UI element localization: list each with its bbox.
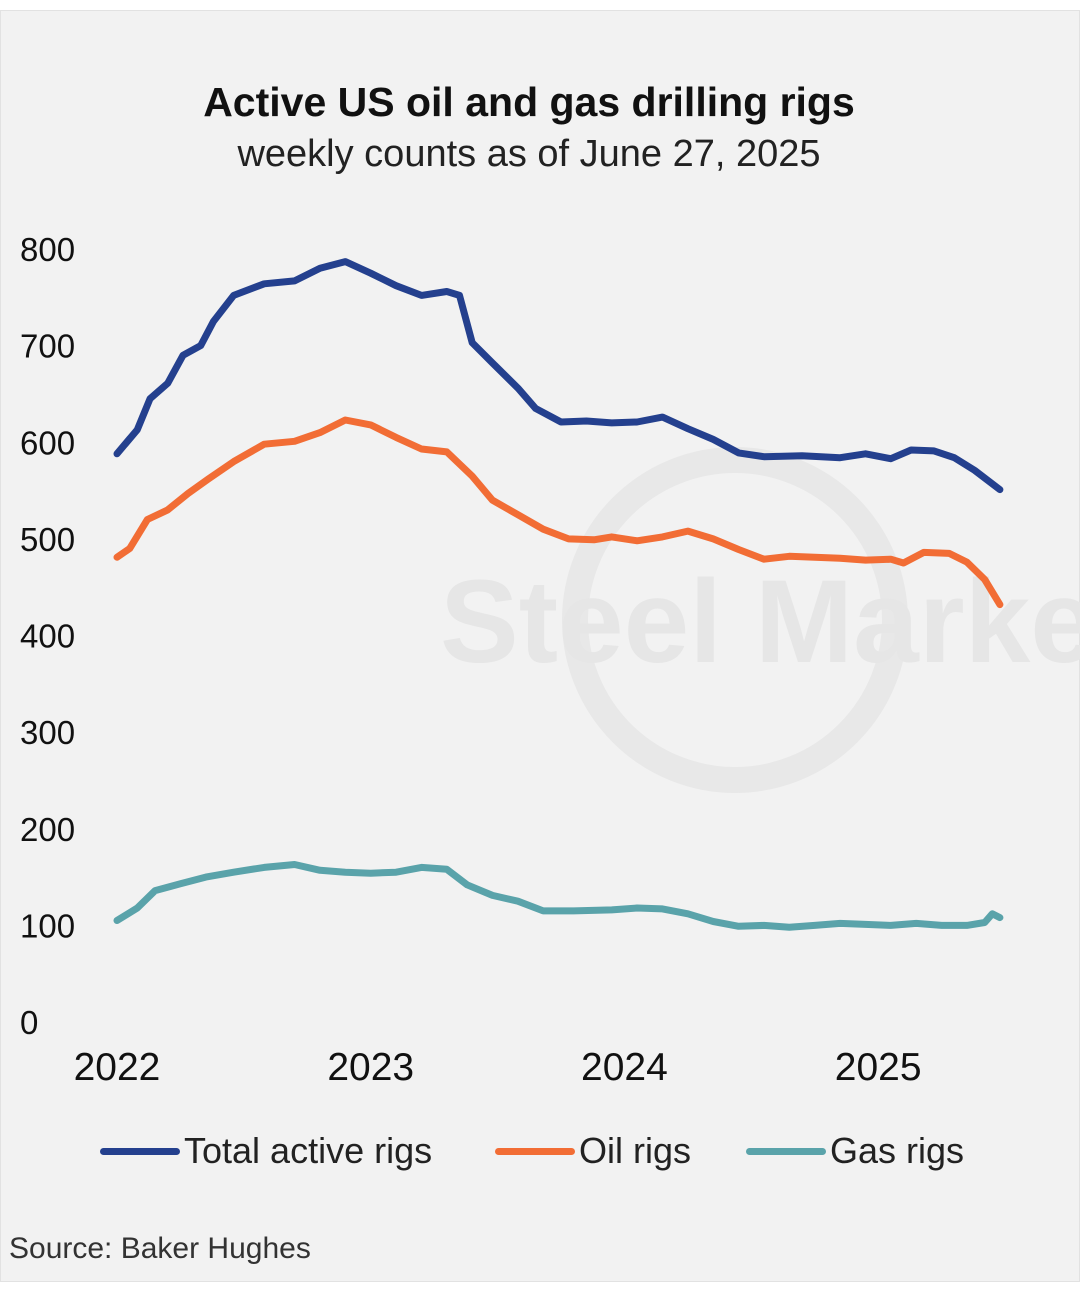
chart-subtitle: weekly counts as of June 27, 2025 [237, 133, 821, 175]
x-tick-label: 2024 [581, 1046, 668, 1089]
source-note: Source: Baker Hughes [9, 1232, 311, 1265]
legend-label-gas: Gas rigs [830, 1130, 965, 1171]
chart-title: Active US oil and gas drilling rigs [203, 79, 855, 125]
legend-swatch-oil [495, 1147, 575, 1155]
series-line-oil [113, 416, 1004, 609]
y-tick-label: 100 [20, 907, 75, 944]
y-tick-label: 500 [20, 521, 75, 558]
series-line-gas [113, 861, 1004, 931]
legend-item-gas: Gas rigs [746, 1130, 964, 1172]
series-line-total [113, 258, 1004, 494]
y-axis-ticks: 0 100 200 300 400 500 600 700 800 [20, 231, 75, 1041]
y-tick-label: 200 [20, 811, 75, 848]
legend: Total active rigs Oil rigs Gas rigs [100, 1130, 1000, 1180]
legend-label-oil: Oil rigs [579, 1130, 692, 1171]
series-lines [113, 258, 1004, 931]
legend-item-total: Total active rigs [100, 1130, 432, 1172]
legend-label-total: Total active rigs [184, 1130, 433, 1171]
legend-item-oil: Oil rigs [495, 1130, 691, 1172]
x-tick-label: 2022 [74, 1046, 161, 1089]
y-tick-label: 0 [20, 1004, 38, 1041]
legend-swatch-gas [746, 1147, 826, 1155]
x-tick-label: 2023 [327, 1046, 414, 1089]
watermark-text: Steel Market [440, 556, 1080, 688]
y-tick-label: 600 [20, 424, 75, 461]
watermark-logo: Steel Market [440, 447, 1080, 793]
y-tick-label: 700 [20, 328, 75, 365]
y-tick-label: 300 [20, 714, 75, 751]
y-tick-label: 800 [20, 231, 75, 268]
x-axis-ticks: 2022 2023 2024 2025 [74, 1046, 922, 1089]
x-tick-label: 2025 [835, 1046, 922, 1089]
legend-swatch-total [100, 1147, 180, 1155]
y-tick-label: 400 [20, 618, 75, 655]
